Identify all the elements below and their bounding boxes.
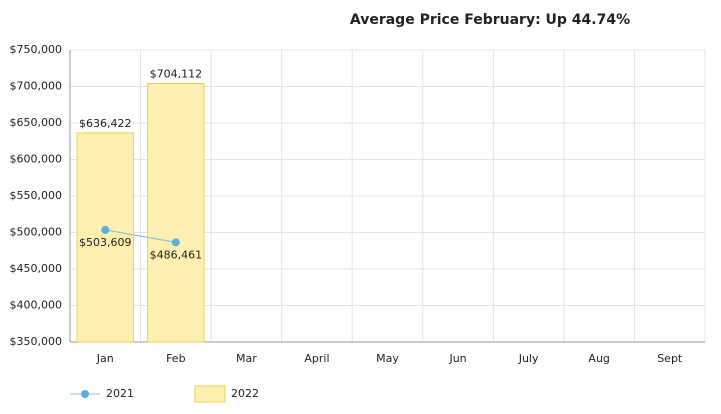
bar <box>76 132 134 343</box>
legend-marker <box>81 390 89 398</box>
y-tick-label: $400,000 <box>10 299 63 312</box>
x-tick-label: Jun <box>448 352 466 365</box>
x-tick-label: April <box>304 352 329 365</box>
y-tick-label: $500,000 <box>10 226 63 239</box>
data-label: $704,112 <box>150 67 203 80</box>
y-tick-label: $550,000 <box>10 189 63 202</box>
y-tick-label: $700,000 <box>10 80 63 93</box>
legend-swatch <box>194 385 226 403</box>
y-tick-label: $750,000 <box>10 43 63 56</box>
x-tick-label: Mar <box>236 352 257 365</box>
data-label: $636,422 <box>79 117 132 130</box>
x-tick-label: July <box>518 352 539 365</box>
x-tick-label: Feb <box>166 352 185 365</box>
legend-label: 2022 <box>231 387 259 400</box>
x-tick-label: Jan <box>96 352 114 365</box>
line <box>105 229 176 243</box>
chart-title: Average Price February: Up 44.74% <box>350 12 630 28</box>
point <box>171 238 180 247</box>
point <box>101 225 110 234</box>
legend-label: 2021 <box>106 387 134 400</box>
x-tick-label: Aug <box>588 352 609 365</box>
x-tick-label: Sept <box>657 352 683 365</box>
data-label: $486,461 <box>150 248 203 261</box>
y-tick-label: $350,000 <box>10 335 63 348</box>
y-tick-label: $450,000 <box>10 262 63 275</box>
y-tick-label: $600,000 <box>10 153 63 166</box>
x-tick-label: May <box>376 352 399 365</box>
y-tick-label: $650,000 <box>10 116 63 129</box>
bar <box>147 82 205 343</box>
data-label: $503,609 <box>79 236 132 249</box>
